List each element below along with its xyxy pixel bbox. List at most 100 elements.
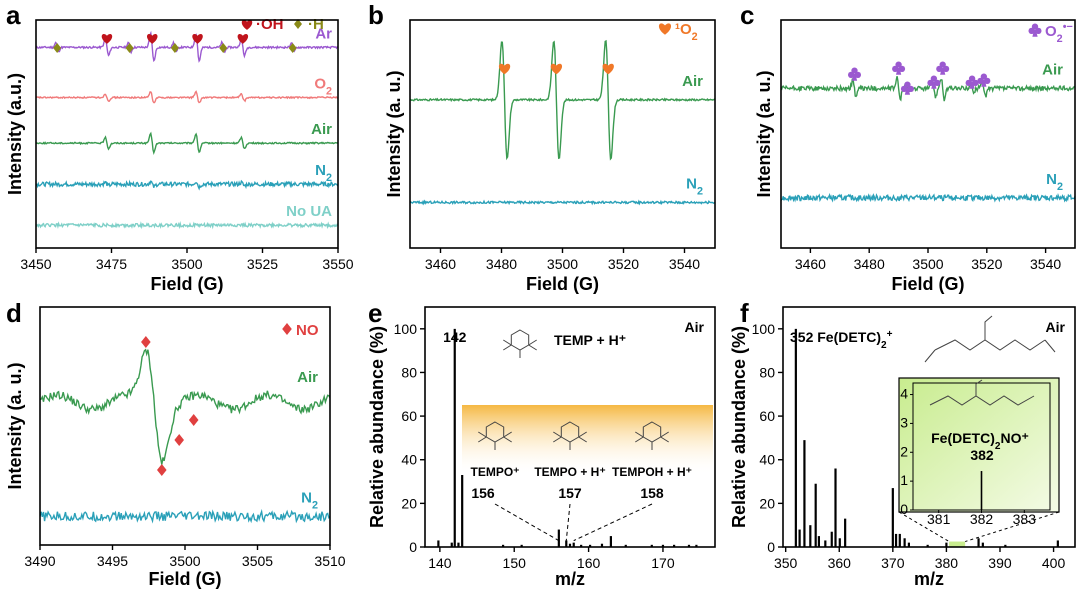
inset-complex-bonds — [929, 379, 1035, 406]
inset-x-tick-label: 383 — [1013, 511, 1037, 527]
series-label: Air — [311, 121, 332, 138]
x-tick-label: 160 — [577, 555, 601, 571]
no-diamond-marker — [157, 464, 167, 476]
legend-diamond — [282, 323, 292, 335]
species-label: TEMPO⁺ — [470, 465, 519, 479]
methyl-bond — [660, 431, 669, 438]
condition-label: Air — [685, 319, 705, 335]
y-axis-label: Relative abundance (%) — [367, 326, 387, 528]
oh-heart-marker — [101, 34, 113, 44]
x-tick-label: 3510 — [314, 553, 345, 569]
series-line — [780, 192, 1076, 203]
main-peak-label: 142 — [443, 329, 467, 345]
methyl-bond — [528, 344, 537, 351]
club-lobe — [900, 85, 908, 93]
club-lobe — [934, 79, 941, 87]
superoxide-club — [900, 81, 914, 95]
inset-y-tick-label: 4 — [900, 386, 908, 402]
x-tick-label: 3550 — [322, 256, 353, 272]
species-mz: 158 — [640, 485, 664, 501]
main-peak-label: 352 Fe(DETC)2+ — [790, 329, 893, 351]
h-diamond-marker — [288, 43, 297, 53]
oh-heart-marker — [147, 34, 158, 44]
singlet-oxygen-heart — [498, 63, 511, 75]
panel-c: c Air N2 O2•− 3460 3480 3500 3520 3540 Field (G) I… — [740, 0, 1076, 294]
x-tick-label: 3505 — [242, 553, 273, 569]
series-line — [39, 348, 331, 465]
species-pointer — [494, 503, 560, 542]
y-tick-label: 20 — [759, 495, 775, 511]
x-tick-label: 370 — [881, 555, 905, 571]
ring — [510, 329, 530, 351]
x-tick-label: 3495 — [97, 553, 128, 569]
molecule-sketch — [553, 421, 587, 450]
series-label: Ar — [315, 25, 332, 42]
x-tick-label: 3500 — [912, 256, 943, 272]
inset-y-tick-label: 2 — [900, 443, 908, 459]
x-axis-label: Field (G) — [526, 274, 599, 294]
legend-h-label: ·H — [308, 16, 324, 33]
axes-frame — [424, 306, 716, 548]
x-tick-label: 3500 — [547, 256, 578, 272]
y-axis-label: Intensity (a. u.) — [384, 70, 404, 197]
species-label: TEMPO + H⁺ — [534, 465, 605, 479]
series-label: N2 — [1046, 171, 1063, 193]
zoom-connector — [965, 511, 1060, 543]
superoxide-club — [892, 61, 906, 75]
species-label: TEMPOH + H⁺ — [612, 465, 692, 479]
ethyl-bonds — [924, 339, 1056, 363]
superoxide-club — [977, 73, 991, 87]
superoxide-club — [847, 67, 862, 81]
x-tick-label: 150 — [503, 555, 527, 571]
x-tick-label: 3500 — [171, 256, 202, 272]
x-tick-label: 3475 — [96, 256, 127, 272]
panel-label: a — [6, 0, 21, 30]
club-stem — [981, 80, 987, 87]
club-stem — [851, 74, 858, 81]
oh-heart-marker — [237, 34, 249, 44]
series-line — [780, 76, 1076, 102]
series-line — [35, 221, 338, 230]
club-lobe — [892, 65, 899, 73]
x-tick-label: 3540 — [669, 256, 700, 272]
axes-frame — [39, 306, 331, 546]
inset-y-tick-label: 3 — [900, 414, 908, 430]
h-diamond-marker — [53, 43, 62, 53]
methyl-bond — [528, 339, 537, 346]
methyl-bond — [660, 436, 669, 443]
superoxide-club — [927, 75, 941, 89]
condition-label: Air — [1046, 319, 1066, 335]
inset-background — [898, 377, 1060, 513]
x-axis-label: Field (G) — [149, 569, 222, 589]
y-tick-label: 80 — [401, 364, 417, 380]
inset-species-mz: 382 — [970, 447, 994, 463]
club-lobe — [1031, 23, 1039, 30]
series-line — [35, 90, 339, 104]
club-lobe — [942, 65, 950, 73]
axes-frame — [782, 306, 1076, 548]
x-tick-label: 400 — [1042, 555, 1066, 571]
series-label: N2 — [301, 489, 318, 511]
club-stem — [895, 68, 902, 75]
methyl-bond — [578, 431, 587, 438]
legend-label: NO — [296, 322, 319, 339]
no-diamond-marker — [174, 434, 184, 446]
x-tick-label: 380 — [935, 555, 959, 571]
superoxide-club — [965, 75, 979, 89]
y-axis-label: Relative abundance (%) — [729, 326, 749, 528]
molecule-sketch — [503, 329, 537, 358]
legend-club — [1028, 23, 1042, 37]
club-lobe — [972, 79, 979, 87]
x-tick-label: 140 — [428, 555, 452, 571]
panel-label: e — [368, 298, 382, 328]
x-tick-label: 3520 — [971, 256, 1002, 272]
molecule-sketch — [635, 421, 669, 450]
club-lobe — [851, 67, 858, 74]
panel-label: d — [6, 298, 22, 328]
series-label: N2 — [315, 162, 332, 184]
series-label: No UA — [286, 203, 332, 220]
club-lobe — [968, 75, 976, 82]
legend-heart — [658, 23, 672, 35]
complex-bonds — [934, 315, 1046, 351]
